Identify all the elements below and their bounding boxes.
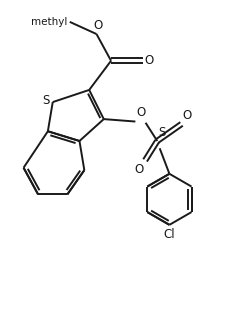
Text: O: O — [135, 163, 144, 176]
Text: S: S — [158, 125, 166, 138]
Text: O: O — [93, 19, 102, 32]
Text: Cl: Cl — [164, 228, 175, 241]
Text: methyl: methyl — [31, 17, 68, 27]
Text: S: S — [42, 94, 50, 107]
Text: O: O — [144, 54, 153, 67]
Text: O: O — [183, 108, 192, 122]
Text: O: O — [137, 106, 146, 118]
